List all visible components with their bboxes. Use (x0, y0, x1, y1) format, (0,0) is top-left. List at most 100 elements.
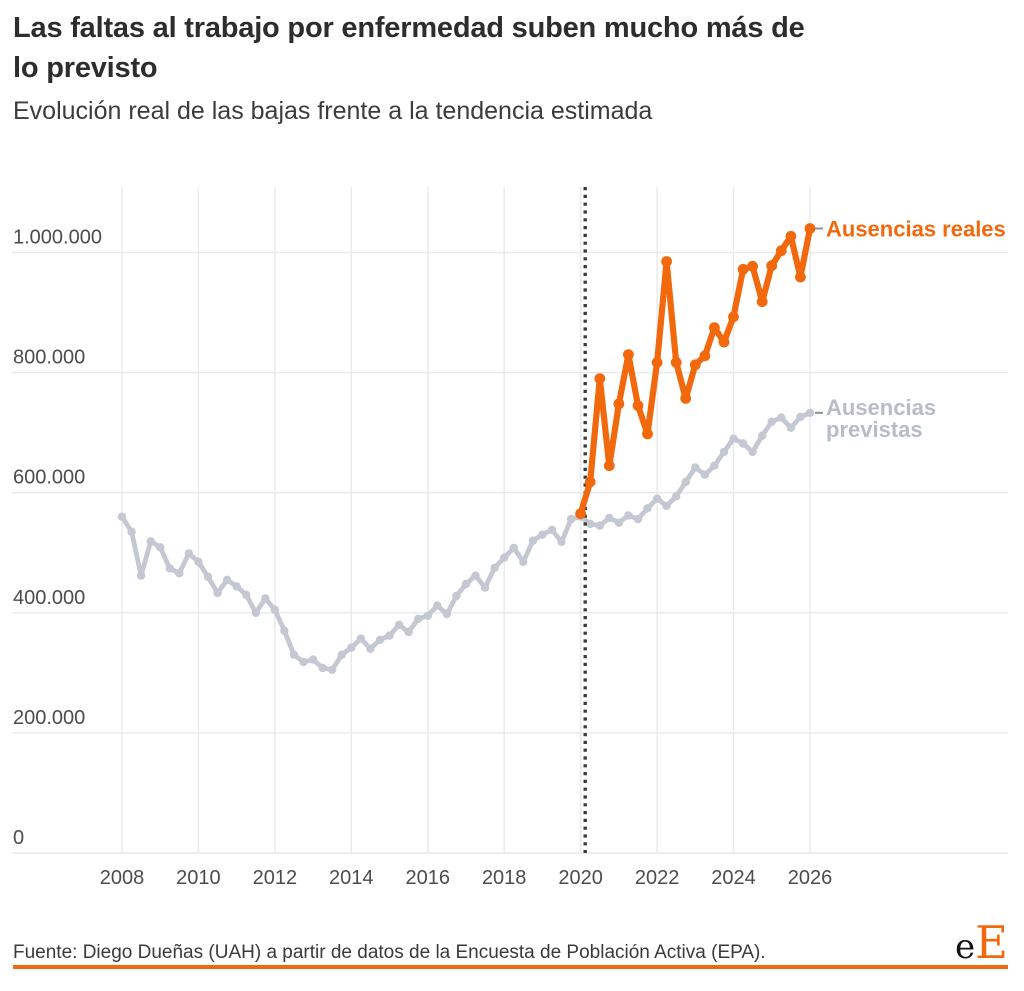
data-point-reales (747, 260, 758, 272)
y-axis-label: 400.000 (13, 587, 85, 609)
data-point-previstas (672, 492, 681, 501)
series-label-text: previstas (826, 417, 923, 442)
data-point-previstas (356, 634, 366, 643)
data-point-previstas (280, 626, 289, 635)
series-label-text: Ausencias (826, 395, 936, 420)
y-axis-label: 0 (13, 827, 24, 849)
data-point-reales (775, 245, 787, 257)
data-point-previstas (805, 408, 815, 417)
data-point-previstas (748, 447, 757, 457)
data-point-previstas (461, 579, 471, 589)
data-point-previstas (490, 563, 499, 572)
data-point-previstas (538, 530, 547, 539)
data-point-reales (795, 271, 806, 283)
data-point-reales (623, 349, 634, 360)
data-point-previstas (662, 501, 671, 511)
data-point-reales (728, 311, 739, 323)
x-axis-label: 2008 (100, 867, 145, 889)
chart-title-line-1: Las faltas al trabajo por enfermedad sub… (13, 12, 805, 44)
data-point-reales (718, 336, 730, 348)
data-point-previstas (595, 521, 604, 530)
data-point-previstas (471, 571, 480, 580)
data-point-previstas (528, 536, 538, 545)
data-point-previstas (414, 614, 423, 623)
data-point-previstas (643, 504, 652, 513)
data-point-reales (766, 260, 778, 272)
data-point-reales (661, 256, 672, 267)
data-point-reales (756, 296, 768, 308)
chart-subtitle: Evolución real de las bajas frente a la … (13, 97, 653, 125)
data-point-previstas (442, 609, 452, 619)
data-point-previstas (500, 553, 509, 562)
data-point-reales (613, 398, 625, 410)
series-label-text: Ausencias reales (826, 217, 1006, 242)
data-point-previstas (767, 417, 776, 426)
data-point-previstas (347, 643, 356, 652)
series-label-reales: Ausencias reales (815, 217, 1006, 242)
y-axis-label: 600.000 (13, 467, 85, 489)
data-point-previstas (242, 590, 251, 599)
data-point-reales (680, 393, 692, 404)
data-point-previstas (547, 525, 557, 535)
x-axis-label: 2016 (406, 867, 451, 889)
data-point-previstas (480, 583, 490, 592)
data-point-previstas (184, 549, 194, 558)
data-point-previstas (452, 591, 461, 601)
data-point-reales (737, 263, 749, 275)
data-point-reales (670, 357, 682, 368)
data-point-reales (594, 373, 606, 384)
data-point-previstas (117, 512, 127, 521)
data-point-previstas (251, 608, 260, 617)
data-point-previstas (786, 423, 796, 432)
data-point-previstas (299, 657, 308, 667)
data-point-previstas (700, 470, 710, 479)
data-point-reales (699, 350, 711, 362)
logo-letter-e: e (955, 927, 976, 967)
series-previstas (117, 408, 815, 674)
data-point-previstas (165, 564, 174, 573)
data-point-reales (642, 428, 653, 440)
data-point-reales (632, 400, 644, 411)
data-point-previstas (777, 413, 786, 422)
data-point-previstas (519, 557, 528, 566)
data-point-previstas (136, 571, 146, 580)
x-axis-label: 2022 (635, 867, 680, 889)
x-axis-label: 2014 (329, 867, 374, 889)
data-point-previstas (375, 635, 385, 644)
data-point-previstas (566, 514, 576, 524)
data-point-previstas (289, 650, 299, 659)
data-point-previstas (366, 644, 375, 653)
data-point-reales (584, 476, 596, 488)
data-point-previstas (328, 665, 337, 674)
logo-letter-E: E (975, 916, 1008, 969)
data-point-previstas (557, 537, 566, 547)
x-axis-label: 2018 (482, 867, 527, 889)
data-point-previstas (633, 514, 643, 524)
y-axis-label: 200.000 (13, 707, 85, 729)
data-point-previstas (796, 412, 805, 422)
data-point-previstas (194, 557, 203, 566)
source-note: Fuente: Diego Dueñas (UAH) a partir de d… (13, 942, 766, 963)
data-point-previstas (509, 543, 518, 553)
y-axis-label: 1.000.000 (13, 227, 102, 249)
x-axis-label: 2026 (788, 867, 833, 889)
data-point-previstas (423, 611, 432, 620)
data-point-previstas (270, 605, 280, 614)
data-point-previstas (652, 494, 662, 503)
data-point-reales (709, 322, 720, 333)
data-point-previstas (203, 572, 213, 581)
data-point-reales (603, 460, 615, 472)
x-axis-label: 2012 (253, 867, 298, 889)
data-point-previstas (404, 627, 413, 637)
data-point-reales (689, 359, 701, 371)
data-point-previstas (394, 620, 404, 629)
data-point-previstas (624, 511, 633, 520)
footer: Fuente: Diego Dueñas (UAH) a partir de d… (13, 920, 1008, 965)
chart-title-line-2: lo previsto (13, 52, 158, 84)
chart-title: Las faltas al trabajo por enfermedad sub… (13, 8, 805, 88)
data-point-previstas (175, 569, 184, 578)
data-point-previstas (318, 663, 327, 673)
data-point-reales (785, 230, 797, 242)
